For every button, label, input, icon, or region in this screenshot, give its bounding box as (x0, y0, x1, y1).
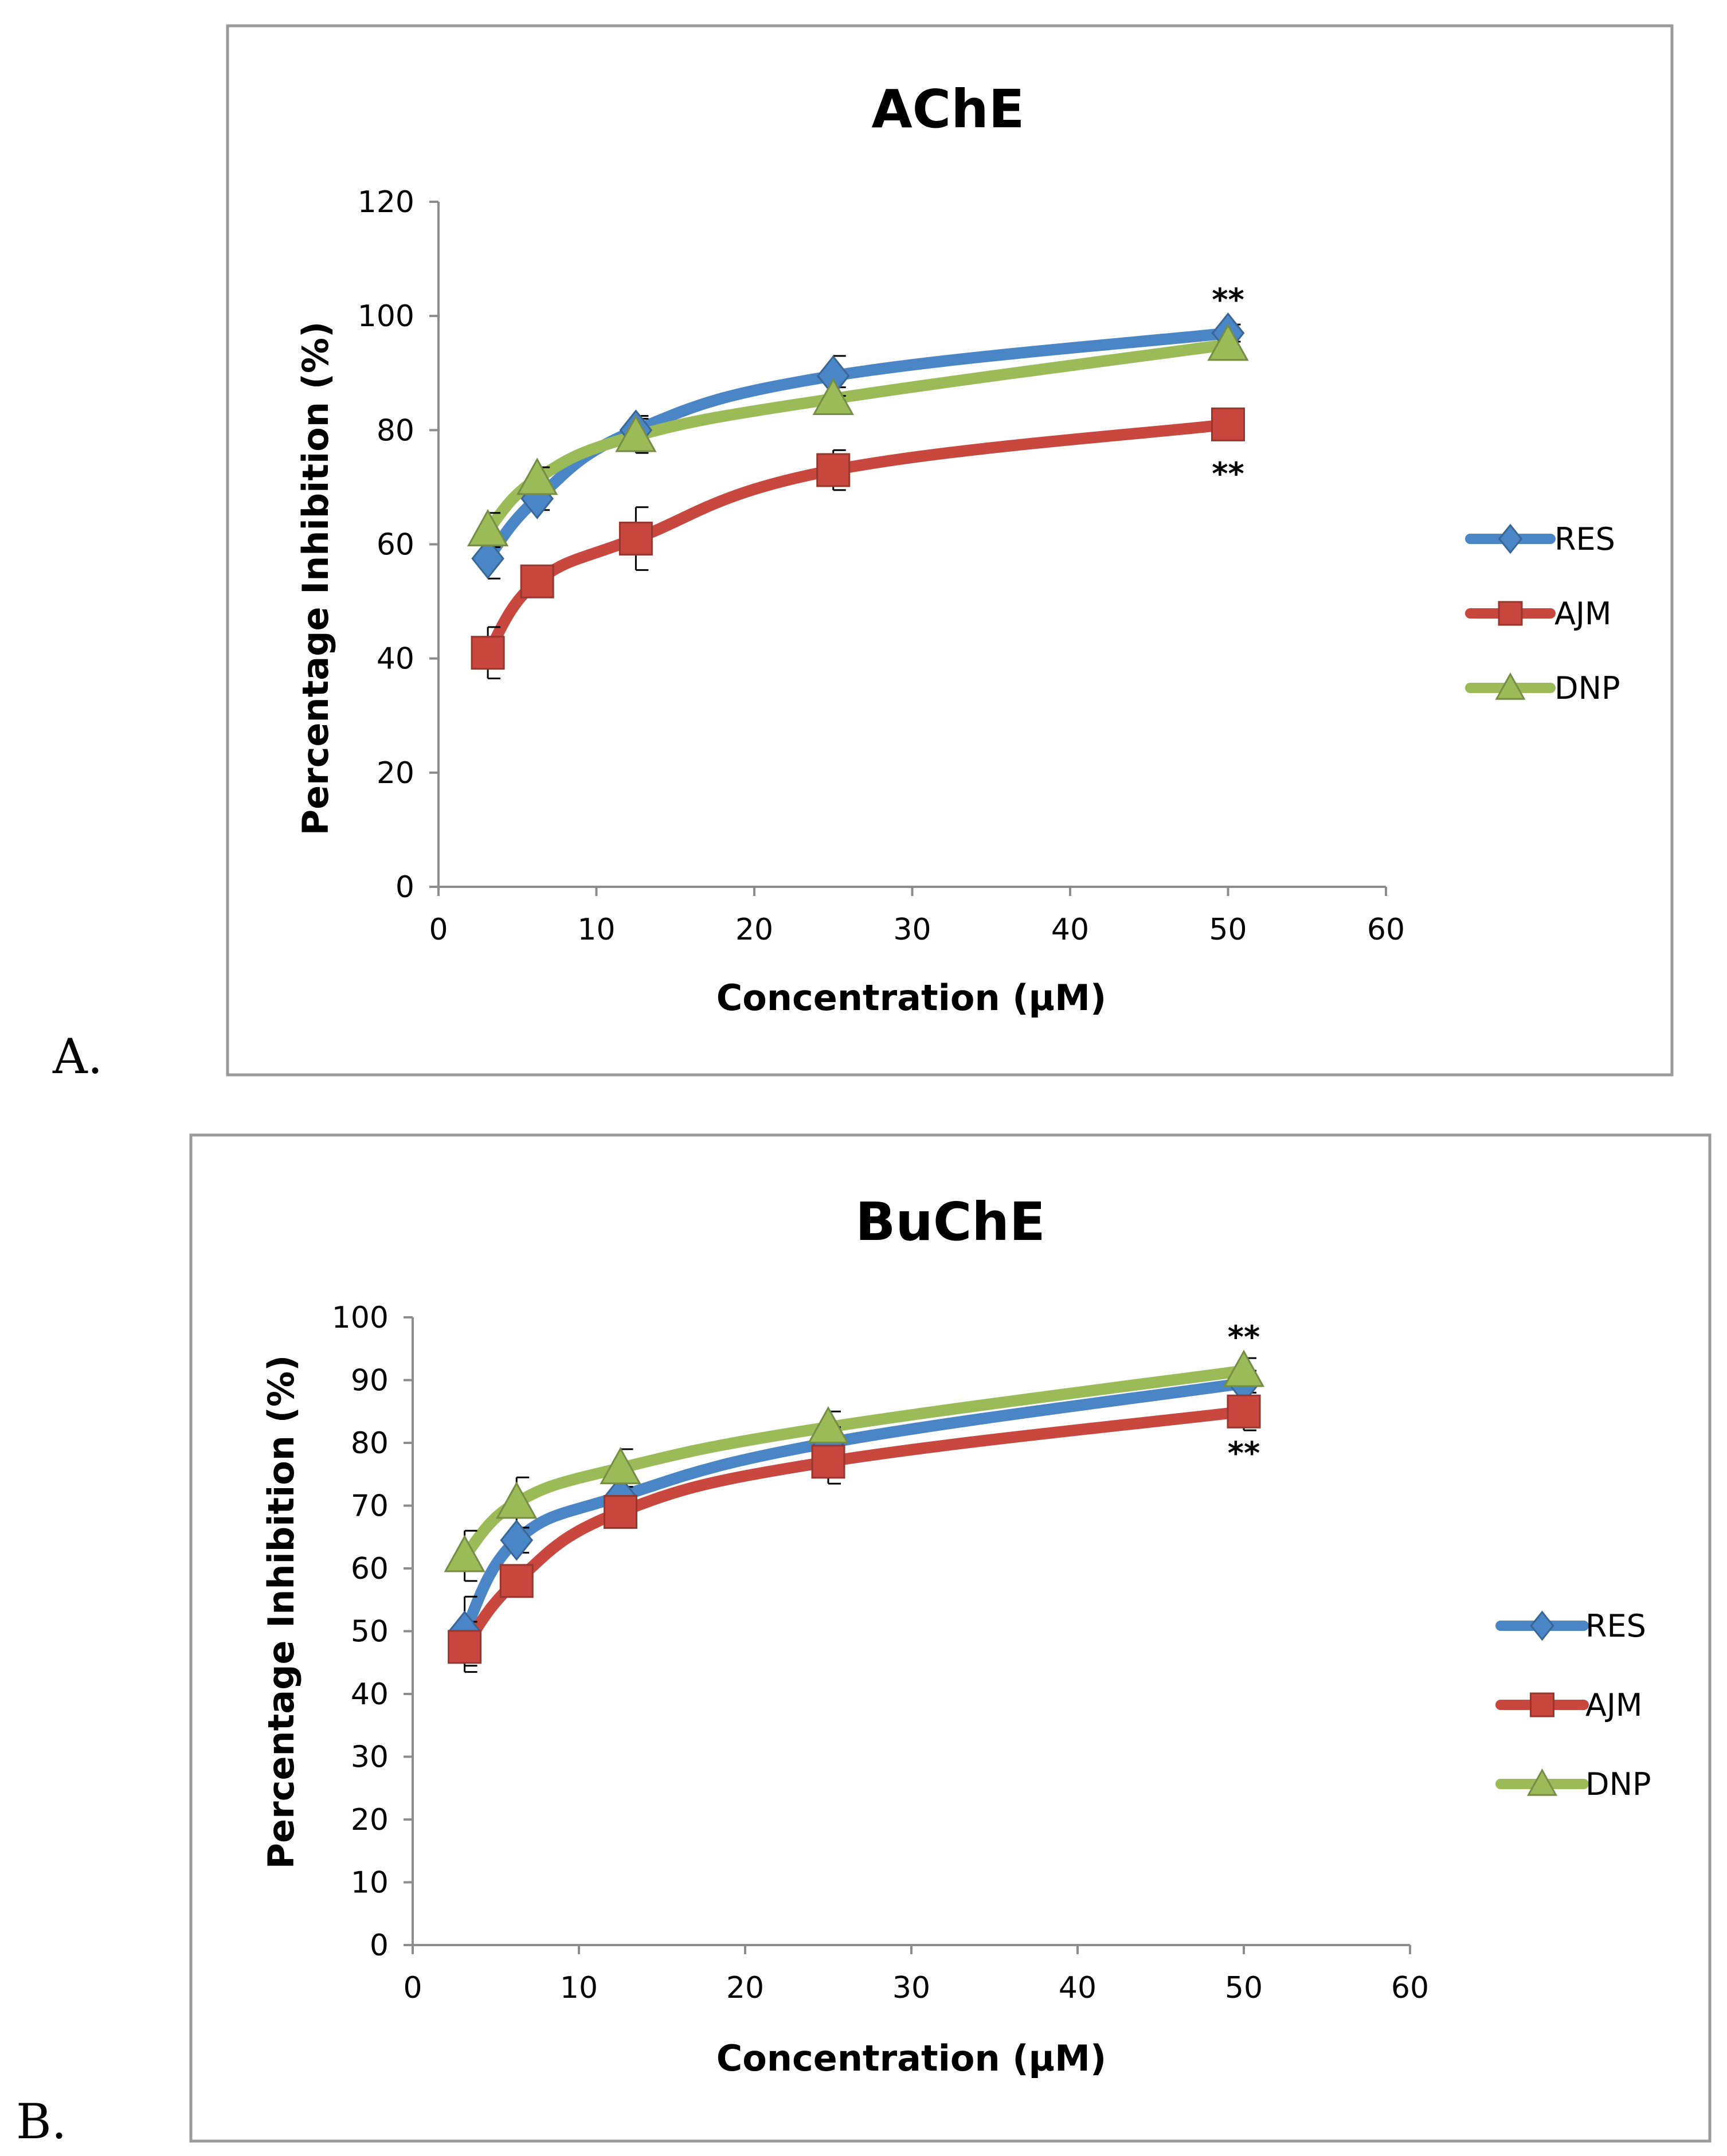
buche-y-tick-label: 10 (351, 1866, 389, 1900)
ache-series-dnp-point (615, 414, 657, 452)
buche-y-tick-label: 30 (351, 1740, 389, 1775)
buche-legend: RES AJM DNP (1495, 1608, 1651, 1802)
ache-x-tick-label: 10 (577, 913, 615, 947)
buche-chart-frame (189, 1133, 1712, 2143)
ache-x-tick-label: 0 (429, 913, 448, 947)
ache-series-res-point (471, 538, 504, 580)
ache-x-tick-label: 60 (1367, 913, 1405, 947)
buche-y-tick-label: 90 (351, 1364, 389, 1398)
buche-x-tick-label: 40 (1059, 1971, 1096, 2005)
buche-series-ajm-point (448, 1630, 482, 1664)
ache-x-tick-label: 30 (893, 913, 931, 947)
buche-x-tick-label: 60 (1391, 1971, 1429, 2005)
ache-y-tick-label: 20 (377, 756, 414, 791)
buche-y-tick-label: 40 (351, 1677, 389, 1712)
panel-label-b: B. (16, 2094, 66, 2150)
buche-series-res-point (500, 1519, 534, 1561)
ache-legend-res-label: RES (1554, 521, 1615, 557)
ache-x-axis-title: Concentration (µM) (716, 977, 1106, 1019)
buche-series-ajm-point (604, 1494, 637, 1529)
buche-y-axis-title: Percentage Inhibition (%) (260, 1355, 302, 1869)
buche-y-tick-label: 70 (351, 1489, 389, 1524)
ache-legend-dnp-label: DNP (1554, 670, 1620, 706)
buche-series-dnp-point (807, 1406, 849, 1444)
ache-series-ajm-point (471, 636, 505, 670)
ache-chart: AChE Concentration (µM) Percentage Inhib… (226, 24, 1674, 1077)
ache-chart-title: AChE (871, 79, 1024, 140)
buche-x-tick-label: 0 (403, 1971, 422, 2005)
buche-y-tick-label: 50 (351, 1615, 389, 1649)
ache-series-ajm-point (618, 522, 653, 556)
buche-series-ajm-point (1227, 1394, 1261, 1429)
buche-x-axis-title: Concentration (µM) (716, 2037, 1106, 2079)
buche-legend-res-label: RES (1585, 1608, 1646, 1644)
ache-series-dnp-point (467, 508, 509, 546)
buche-series-ajm-point (811, 1445, 845, 1479)
buche-chart: BuChE Concentration (µM) Percentage Inhi… (189, 1133, 1712, 2143)
ache-series-dnp-point (812, 377, 854, 415)
ache-legend-ajm-marker (1498, 601, 1523, 626)
buche-x-tick-label: 20 (726, 1971, 764, 2005)
ache-legend-ajm-label: AJM (1554, 596, 1611, 632)
buche-y-tick-label: 0 (370, 1928, 389, 1963)
buche-legend-dnp-marker (1526, 1768, 1558, 1796)
ache-chart-frame (226, 24, 1674, 1077)
buche-chart-title: BuChE (855, 1191, 1045, 1253)
ache-legend-res-marker (1498, 523, 1523, 554)
ache-legend: RES AJM DNP (1465, 521, 1620, 706)
ache-series-ajm-point (1211, 407, 1245, 441)
buche-legend-ajm-label: AJM (1585, 1687, 1642, 1723)
buche-y-tick-label: 20 (351, 1803, 389, 1837)
buche-legend-res-marker (1530, 1610, 1554, 1641)
buche-significance-mark: ** (1228, 1319, 1260, 1355)
buche-legend-dnp-label: DNP (1585, 1766, 1651, 1802)
buche-series-dnp-point (600, 1447, 641, 1485)
buche-significance-mark: ** (1228, 1435, 1260, 1471)
ache-y-axis-title: Percentage Inhibition (%) (295, 322, 336, 836)
ache-y-tick-label: 120 (358, 185, 414, 220)
buche-series-dnp-point (496, 1481, 538, 1519)
ache-y-tick-label: 100 (358, 299, 414, 334)
ache-series-dnp-point (1207, 323, 1249, 361)
buche-x-tick-label: 30 (892, 1971, 930, 2005)
ache-plot-area: 0 20 40 60 80 100 120 0 10 20 30 40 50 60 ** ** (358, 185, 1405, 947)
ache-y-tick-label: 40 (377, 642, 414, 676)
buche-series-ajm-point (499, 1564, 534, 1598)
buche-y-tick-label: 100 (332, 1301, 389, 1335)
ache-series-dnp-point (516, 457, 558, 495)
buche-y-tick-label: 80 (351, 1426, 389, 1461)
ache-series-ajm-point (520, 564, 554, 598)
ache-y-tick-label: 60 (377, 528, 414, 562)
ache-legend-dnp-marker (1495, 672, 1526, 700)
buche-legend-ajm-marker (1530, 1692, 1554, 1717)
panel-label-a: A. (52, 1028, 103, 1085)
buche-series-dnp-point (1223, 1349, 1265, 1387)
ache-x-tick-label: 50 (1209, 913, 1247, 947)
buche-series-dnp-point (444, 1535, 485, 1572)
ache-y-tick-label: 80 (377, 413, 414, 448)
buche-x-tick-label: 10 (560, 1971, 598, 2005)
ache-significance-mark: ** (1212, 281, 1244, 318)
ache-x-tick-label: 20 (735, 913, 773, 947)
ache-y-tick-label: 0 (395, 870, 414, 905)
ache-series-ajm-point (816, 453, 851, 487)
buche-x-tick-label: 50 (1225, 1971, 1263, 2005)
buche-y-tick-label: 60 (351, 1552, 389, 1586)
buche-plot-area: 0 10 20 30 40 50 60 70 80 90 100 0 10 20 30 40 50 60 ** ** (332, 1301, 1429, 2005)
ache-x-tick-label: 40 (1051, 913, 1089, 947)
ache-significance-mark: ** (1212, 456, 1244, 492)
